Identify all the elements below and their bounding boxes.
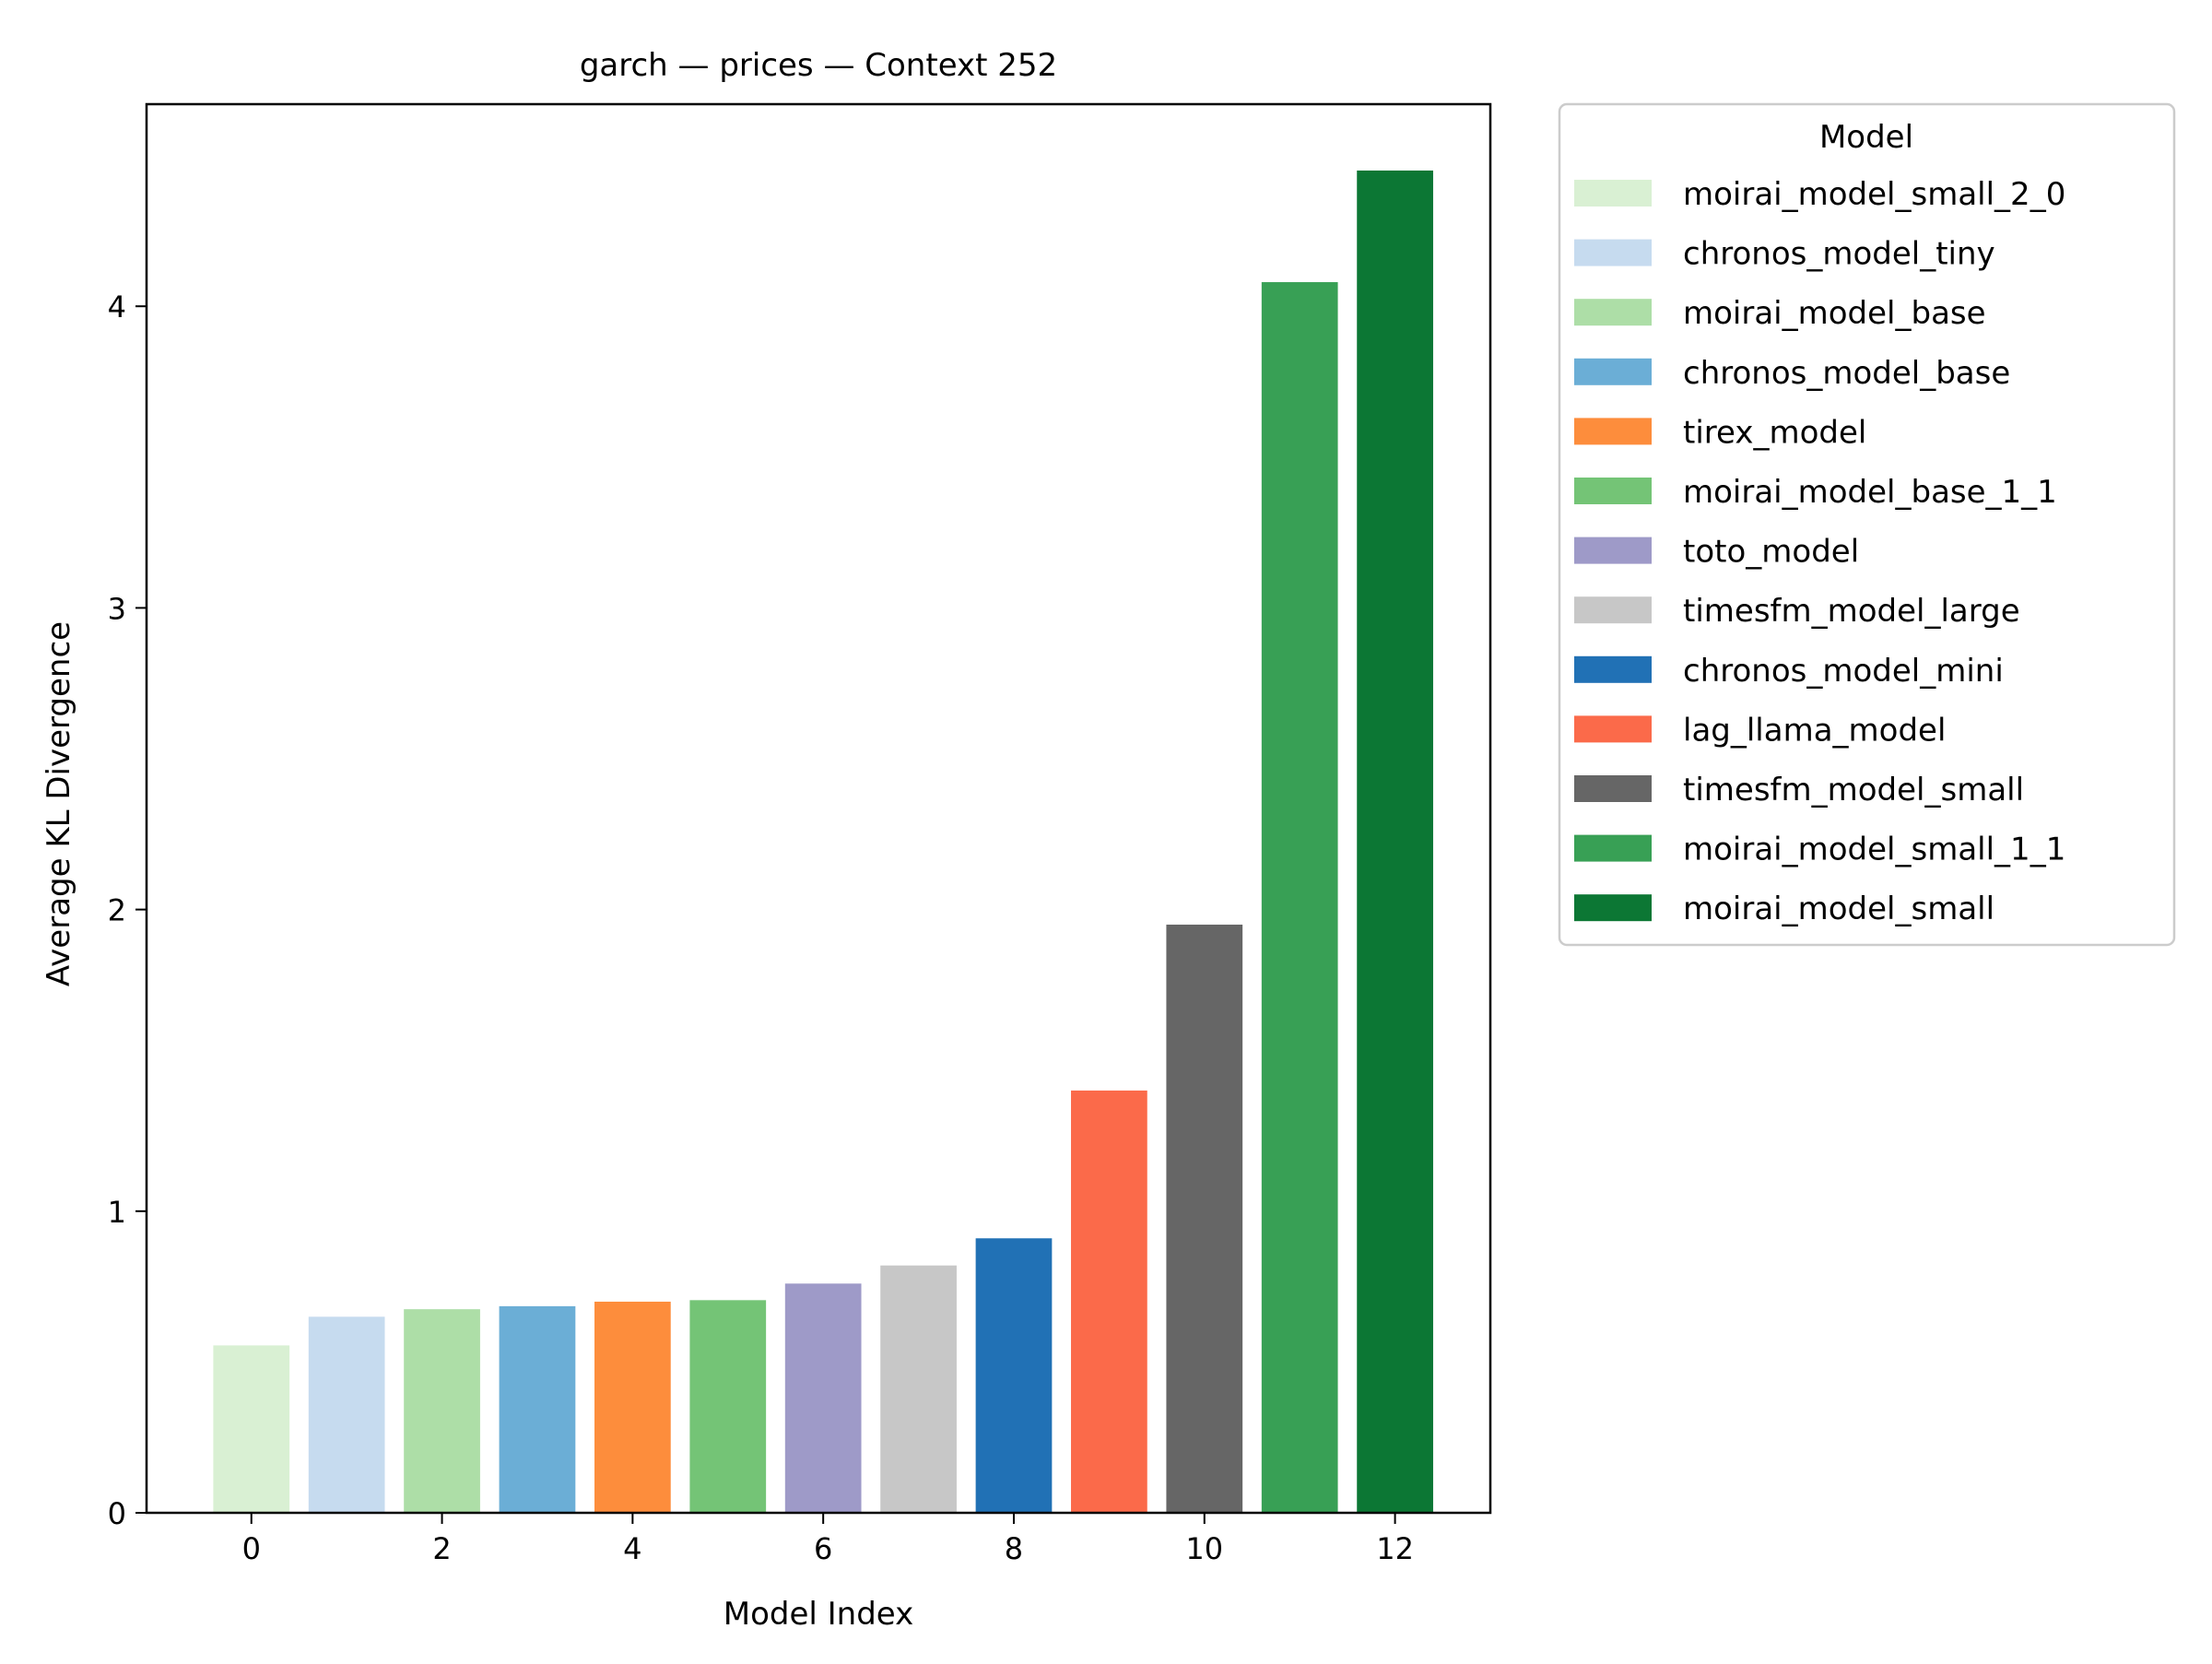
y-tick-label: 1 <box>108 1195 126 1230</box>
legend-swatch <box>1574 834 1652 862</box>
bar-chronos-model-mini: chronos_model_mini: 0.91 <box>975 1238 1053 1513</box>
legend-label: lag_llama_model <box>1683 712 1946 749</box>
bar-moirai-model-small-1-1: moirai_model_small_1_1: 4.08 <box>1261 282 1338 1514</box>
x-tick-label: 4 <box>623 1531 641 1566</box>
legend: Model moirai_model_small_2_0 chronos_mode… <box>1558 102 2176 947</box>
bar-moirai-model-base-1-1: moirai_model_base_1_1: 0.705 <box>689 1300 767 1513</box>
y-axis-ticks: 0 1 2 3 4 <box>108 289 147 1531</box>
y-tick-label: 3 <box>108 591 126 626</box>
x-tick-label: 10 <box>1185 1531 1223 1566</box>
plot-frame <box>145 102 1492 1515</box>
x-axis-label: Model Index <box>724 1596 914 1633</box>
legend-frame <box>1558 102 2176 947</box>
bar-toto-model: toto_model: 0.76 <box>784 1283 862 1513</box>
legend-swatch <box>1574 358 1652 385</box>
legend-label: chronos_model_base <box>1683 355 2010 392</box>
bar-chronos-model-base: chronos_model_base: 0.685 <box>499 1305 576 1513</box>
bar-chronos-model-tiny: chronos_model_tiny: 0.65 <box>308 1316 385 1513</box>
x-tick-label: 2 <box>432 1531 451 1566</box>
legend-label: moirai_model_small_1_1 <box>1683 832 2065 868</box>
legend-label: timesfm_model_large <box>1683 593 2020 630</box>
x-tick-label: 0 <box>242 1531 261 1566</box>
legend-swatch <box>1574 537 1652 564</box>
legend-swatch <box>1574 596 1652 624</box>
bar-tirex-model: tirex_model: 0.7 <box>594 1301 671 1513</box>
legend-label: moirai_model_base_1_1 <box>1683 474 2057 511</box>
legend-swatch <box>1574 715 1652 743</box>
bar-moirai-model-small: moirai_model_small: 4.45 <box>1357 170 1433 1513</box>
legend-swatch <box>1574 180 1652 207</box>
legend-label: moirai_model_small_2_0 <box>1683 176 2065 213</box>
y-tick-label: 4 <box>108 289 126 325</box>
chart-title: garch — prices — Context 252 <box>580 47 1057 84</box>
legend-label: timesfm_model_small <box>1683 772 2024 808</box>
legend-label: chronos_model_mini <box>1683 653 2004 690</box>
bars-group: moirai_model_small_2_0: 0.555chronos_mod… <box>213 170 1433 1514</box>
legend-label: toto_model <box>1683 534 1859 571</box>
legend-swatch <box>1574 894 1652 922</box>
legend-title: Model <box>1819 119 1913 156</box>
x-axis-ticks: 0 2 4 6 8 10 12 <box>242 1513 1414 1566</box>
bar-timesfm-model-large: timesfm_model_large: 0.82 <box>880 1265 957 1513</box>
bar-timesfm-model-small: timesfm_model_small: 1.95 <box>1166 924 1243 1513</box>
legend-swatch <box>1574 239 1652 266</box>
x-tick-label: 12 <box>1376 1531 1414 1566</box>
legend-items: moirai_model_small_2_0 chronos_model_tiny… <box>1574 176 2065 927</box>
y-axis-label: Average KL Divergence <box>41 621 77 986</box>
x-tick-label: 6 <box>814 1531 832 1566</box>
legend-swatch <box>1574 299 1652 326</box>
legend-swatch <box>1574 655 1652 683</box>
legend-swatch <box>1574 775 1652 802</box>
bar-moirai-model-small-2-0: moirai_model_small_2_0: 0.555 <box>213 1345 290 1513</box>
y-tick-label: 0 <box>108 1496 126 1531</box>
legend-label: chronos_model_tiny <box>1683 236 1995 273</box>
legend-swatch <box>1574 478 1652 504</box>
legend-label: moirai_model_small <box>1683 891 1994 927</box>
bar-lag-llama-model: lag_llama_model: 1.4 <box>1071 1090 1147 1513</box>
y-tick-label: 2 <box>108 893 126 928</box>
bar-moirai-model-base: moirai_model_base: 0.675 <box>404 1309 480 1513</box>
legend-label: moirai_model_base <box>1683 295 1986 332</box>
legend-label: tirex_model <box>1683 414 1866 451</box>
x-tick-label: 8 <box>1005 1531 1023 1566</box>
legend-swatch <box>1574 418 1652 445</box>
